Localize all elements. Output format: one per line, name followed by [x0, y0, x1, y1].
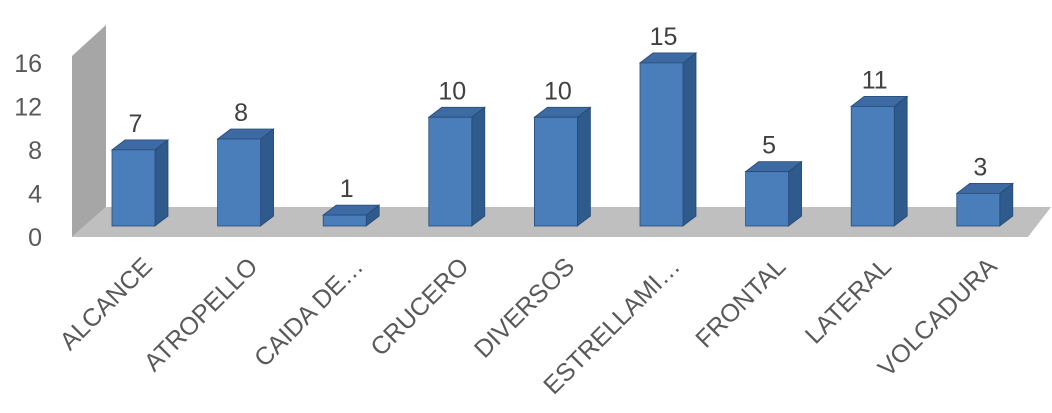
- data-label: 8: [234, 99, 248, 127]
- bar-front: [111, 149, 156, 227]
- bar-front: [322, 214, 367, 227]
- x-category-label: ALCANCE: [54, 252, 157, 355]
- bar: [427, 106, 486, 227]
- bars-group: [110, 52, 1014, 227]
- data-label: 5: [762, 132, 776, 160]
- bar-side: [788, 160, 802, 227]
- x-category-label: DIVERSOS: [469, 252, 580, 363]
- y-axis: 0 4 8 12 16: [14, 50, 42, 252]
- bar-front: [534, 116, 578, 227]
- data-label: 11: [862, 66, 888, 94]
- y-tick-label: 16: [14, 50, 42, 78]
- bar-front: [217, 138, 262, 227]
- bar: [744, 160, 803, 227]
- data-label: 10: [544, 77, 572, 105]
- chart-back-wall: [72, 25, 106, 237]
- bar: [533, 106, 592, 227]
- bar: [110, 139, 170, 227]
- data-label: 1: [340, 175, 354, 203]
- y-tick-label: 0: [28, 224, 42, 252]
- bar-front: [428, 116, 473, 227]
- x-category-label: CRUCERO: [365, 252, 474, 361]
- bar-side: [260, 128, 275, 227]
- bar-side: [471, 106, 486, 227]
- bar: [850, 95, 909, 227]
- bar-front: [850, 105, 895, 227]
- bar-front: [745, 171, 789, 227]
- bar: [955, 182, 1014, 227]
- bar-side: [577, 106, 591, 227]
- bar: [638, 52, 698, 227]
- data-label: 3: [973, 153, 987, 181]
- x-category-label: LATERAL: [800, 252, 897, 349]
- bar-front: [956, 192, 1001, 227]
- x-category-label: ATROPELLO: [139, 252, 264, 377]
- x-category-label: CAIDA DE…: [249, 252, 369, 372]
- bar-front: [639, 62, 684, 227]
- data-label: 10: [438, 77, 466, 105]
- bar: [216, 128, 275, 227]
- data-label: 15: [650, 23, 678, 51]
- bar-side: [154, 139, 169, 227]
- y-tick-label: 8: [28, 137, 42, 165]
- y-tick-label: 4: [28, 181, 42, 209]
- data-label: 7: [129, 110, 143, 138]
- x-category-label: FRONTAL: [690, 252, 791, 353]
- bar-side: [893, 95, 908, 227]
- bar-side: [682, 52, 697, 227]
- y-tick-label: 12: [14, 94, 42, 122]
- bar: [322, 204, 381, 227]
- data-labels-group: 7 8 1 10 10 15 5 11 3: [129, 23, 988, 203]
